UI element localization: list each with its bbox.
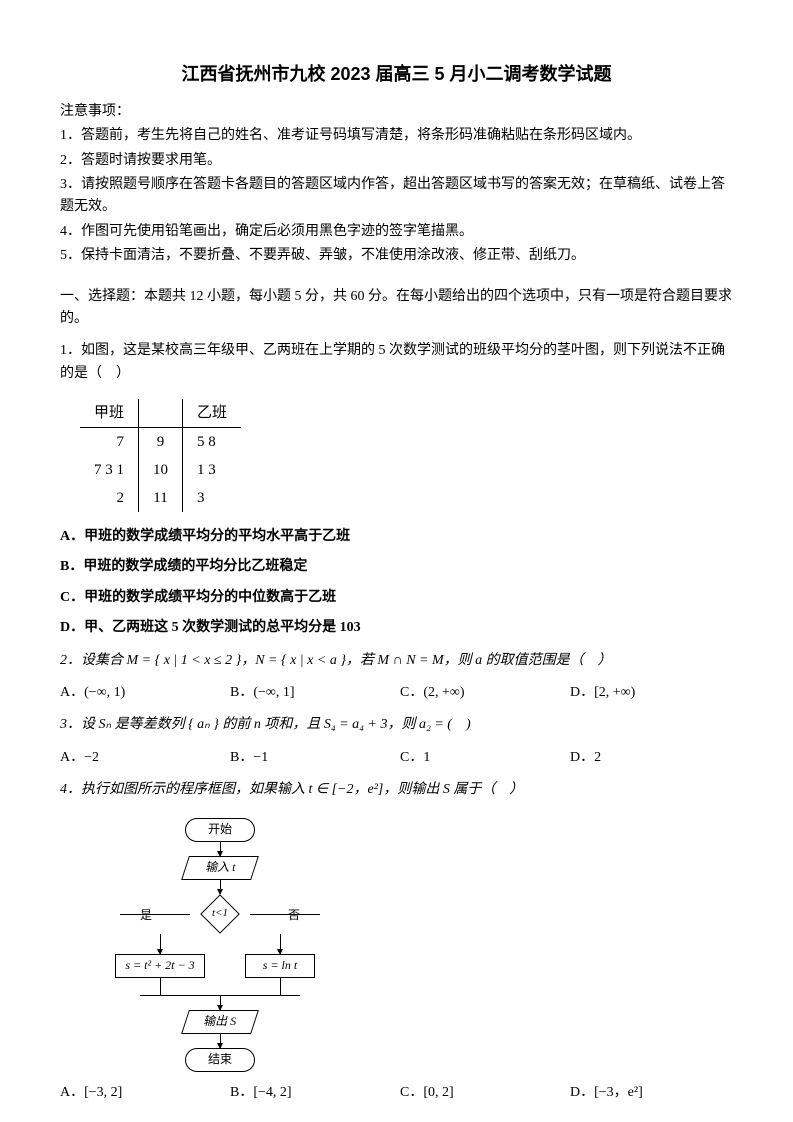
stemleaf-cell: 2: [80, 484, 139, 512]
q3-choice-c: C．1: [400, 747, 560, 769]
q4-choices: A．[−3, 2] B．[−4, 2] C．[0, 2] D．[−3，e²]: [60, 1082, 733, 1104]
fc-output-text: 输出 S: [203, 1012, 236, 1031]
fc-yes-label: 是: [140, 906, 152, 925]
stemleaf-cell: 3: [183, 484, 242, 512]
q2-stem: 2．设集合 M = { x | 1 < x ≤ 2 }，N = { x | x …: [60, 650, 733, 672]
flowchart: 开始 输入 t t<1 是 否 s = t² + 2t − 3 s = ln t…: [90, 818, 350, 1072]
stemleaf-header-left: 甲班: [80, 399, 139, 428]
q1-choice-d: D．甲、乙两班这 5 次数学测试的总平均分是 103: [60, 617, 733, 639]
fc-output: 输出 S: [181, 1010, 259, 1034]
fc-arrow: [220, 996, 221, 1010]
q4-choice-b: B．[−4, 2]: [230, 1082, 390, 1104]
stemleaf-cell: 10: [139, 456, 183, 484]
stemleaf-cell: 11: [139, 484, 183, 512]
stemleaf-cell: 1 3: [183, 456, 242, 484]
q1-stem: 1．如图，这是某校高三年级甲、乙两班在上学期的 5 次数学测试的班级平均分的茎叶…: [60, 340, 733, 385]
q2-stem-text: 2．设集合 M = { x | 1 < x ≤ 2 }，N = { x | x …: [60, 653, 612, 668]
q4-stem: 4．执行如图所示的程序框图，如果输入 t ∈ [−2，e²]，则输出 S 属于（…: [60, 779, 733, 801]
stemleaf-cell: 7: [80, 428, 139, 457]
q1-choice-a: A．甲班的数学成绩平均分的平均水平高于乙班: [60, 526, 733, 548]
stemleaf-header-right: 乙班: [183, 399, 242, 428]
notice-header: 注意事项：: [60, 101, 733, 123]
q2-choices: A．(−∞, 1) B．(−∞, 1] C．(2, +∞) D．[2, +∞): [60, 682, 733, 704]
fc-line: [280, 978, 281, 996]
q2-choice-b: B．(−∞, 1]: [230, 682, 390, 704]
stemleaf-header-mid: [139, 399, 183, 428]
q3-choice-b: B．−1: [230, 747, 390, 769]
fc-no-label: 否: [288, 906, 300, 925]
q4-choice-d: D．[−3，e²]: [570, 1082, 730, 1104]
q1-choice-c: C．甲班的数学成绩平均分的中位数高于乙班: [60, 587, 733, 609]
q3-stem-text: 3．设 Sₙ 是等差数列 { aₙ } 的前 n 项和，且 S₄ = a₄ + …: [60, 717, 471, 732]
stemleaf-cell: 5 8: [183, 428, 242, 457]
fc-line: [280, 934, 281, 948]
fc-line: [160, 978, 161, 996]
notice-item: 5．保持卡面清洁，不要折叠、不要弄破、弄皱，不准使用涂改液、修正带、刮纸刀。: [60, 245, 733, 267]
q3-choice-a: A．−2: [60, 747, 220, 769]
fc-arrow: [220, 880, 221, 894]
q4-choice-c: C．[0, 2]: [400, 1082, 560, 1104]
page-title: 江西省抚州市九校 2023 届高三 5 月小二调考数学试题: [60, 60, 733, 89]
notice-item: 4．作图可先使用铅笔画出，确定后必须用黑色字迹的签字笔描黑。: [60, 221, 733, 243]
q2-choice-a: A．(−∞, 1): [60, 682, 220, 704]
q3-stem: 3．设 Sₙ 是等差数列 { aₙ } 的前 n 项和，且 S₄ = a₄ + …: [60, 714, 733, 736]
fc-left-box: s = t² + 2t − 3: [115, 954, 205, 978]
stem-leaf-plot: 甲班 乙班 7 9 5 8 7 3 1 10 1 3 2 11 3: [80, 399, 733, 512]
fc-cond-text: t<1: [190, 894, 250, 934]
fc-diamond: t<1: [190, 894, 250, 934]
q4-choice-a: A．[−3, 2]: [60, 1082, 220, 1104]
fc-end: 结束: [185, 1048, 255, 1072]
section-header: 一、选择题：本题共 12 小题，每小题 5 分，共 60 分。在每小题给出的四个…: [60, 286, 733, 331]
stemleaf-cell: 9: [139, 428, 183, 457]
q1-choice-b: B．甲班的数学成绩的平均分比乙班稳定: [60, 556, 733, 578]
q4-stem-text: 4．执行如图所示的程序框图，如果输入 t ∈ [−2，e²]，则输出 S 属于（…: [60, 782, 523, 797]
notice-item: 2．答题时请按要求用笔。: [60, 150, 733, 172]
q2-choice-d: D．[2, +∞): [570, 682, 730, 704]
fc-input-text: 输入 t: [205, 858, 235, 877]
fc-arrow: [280, 948, 281, 954]
fc-arrow: [160, 948, 161, 954]
q3-choice-d: D．2: [570, 747, 730, 769]
notice-item: 3．请按照题号顺序在答题卡各题目的答题区域内作答，超出答题区域书写的答案无效；在…: [60, 174, 733, 219]
stemleaf-cell: 7 3 1: [80, 456, 139, 484]
q3-choices: A．−2 B．−1 C．1 D．2: [60, 747, 733, 769]
fc-input: 输入 t: [181, 856, 259, 880]
q2-choice-c: C．(2, +∞): [400, 682, 560, 704]
fc-arrow: [220, 842, 221, 856]
fc-right-box: s = ln t: [245, 954, 315, 978]
fc-arrow: [220, 1034, 221, 1048]
fc-start: 开始: [185, 818, 255, 842]
notice-item: 1．答题前，考生先将自己的姓名、准考证号码填写清楚，将条形码准确粘贴在条形码区域…: [60, 125, 733, 147]
fc-line: [160, 934, 161, 948]
